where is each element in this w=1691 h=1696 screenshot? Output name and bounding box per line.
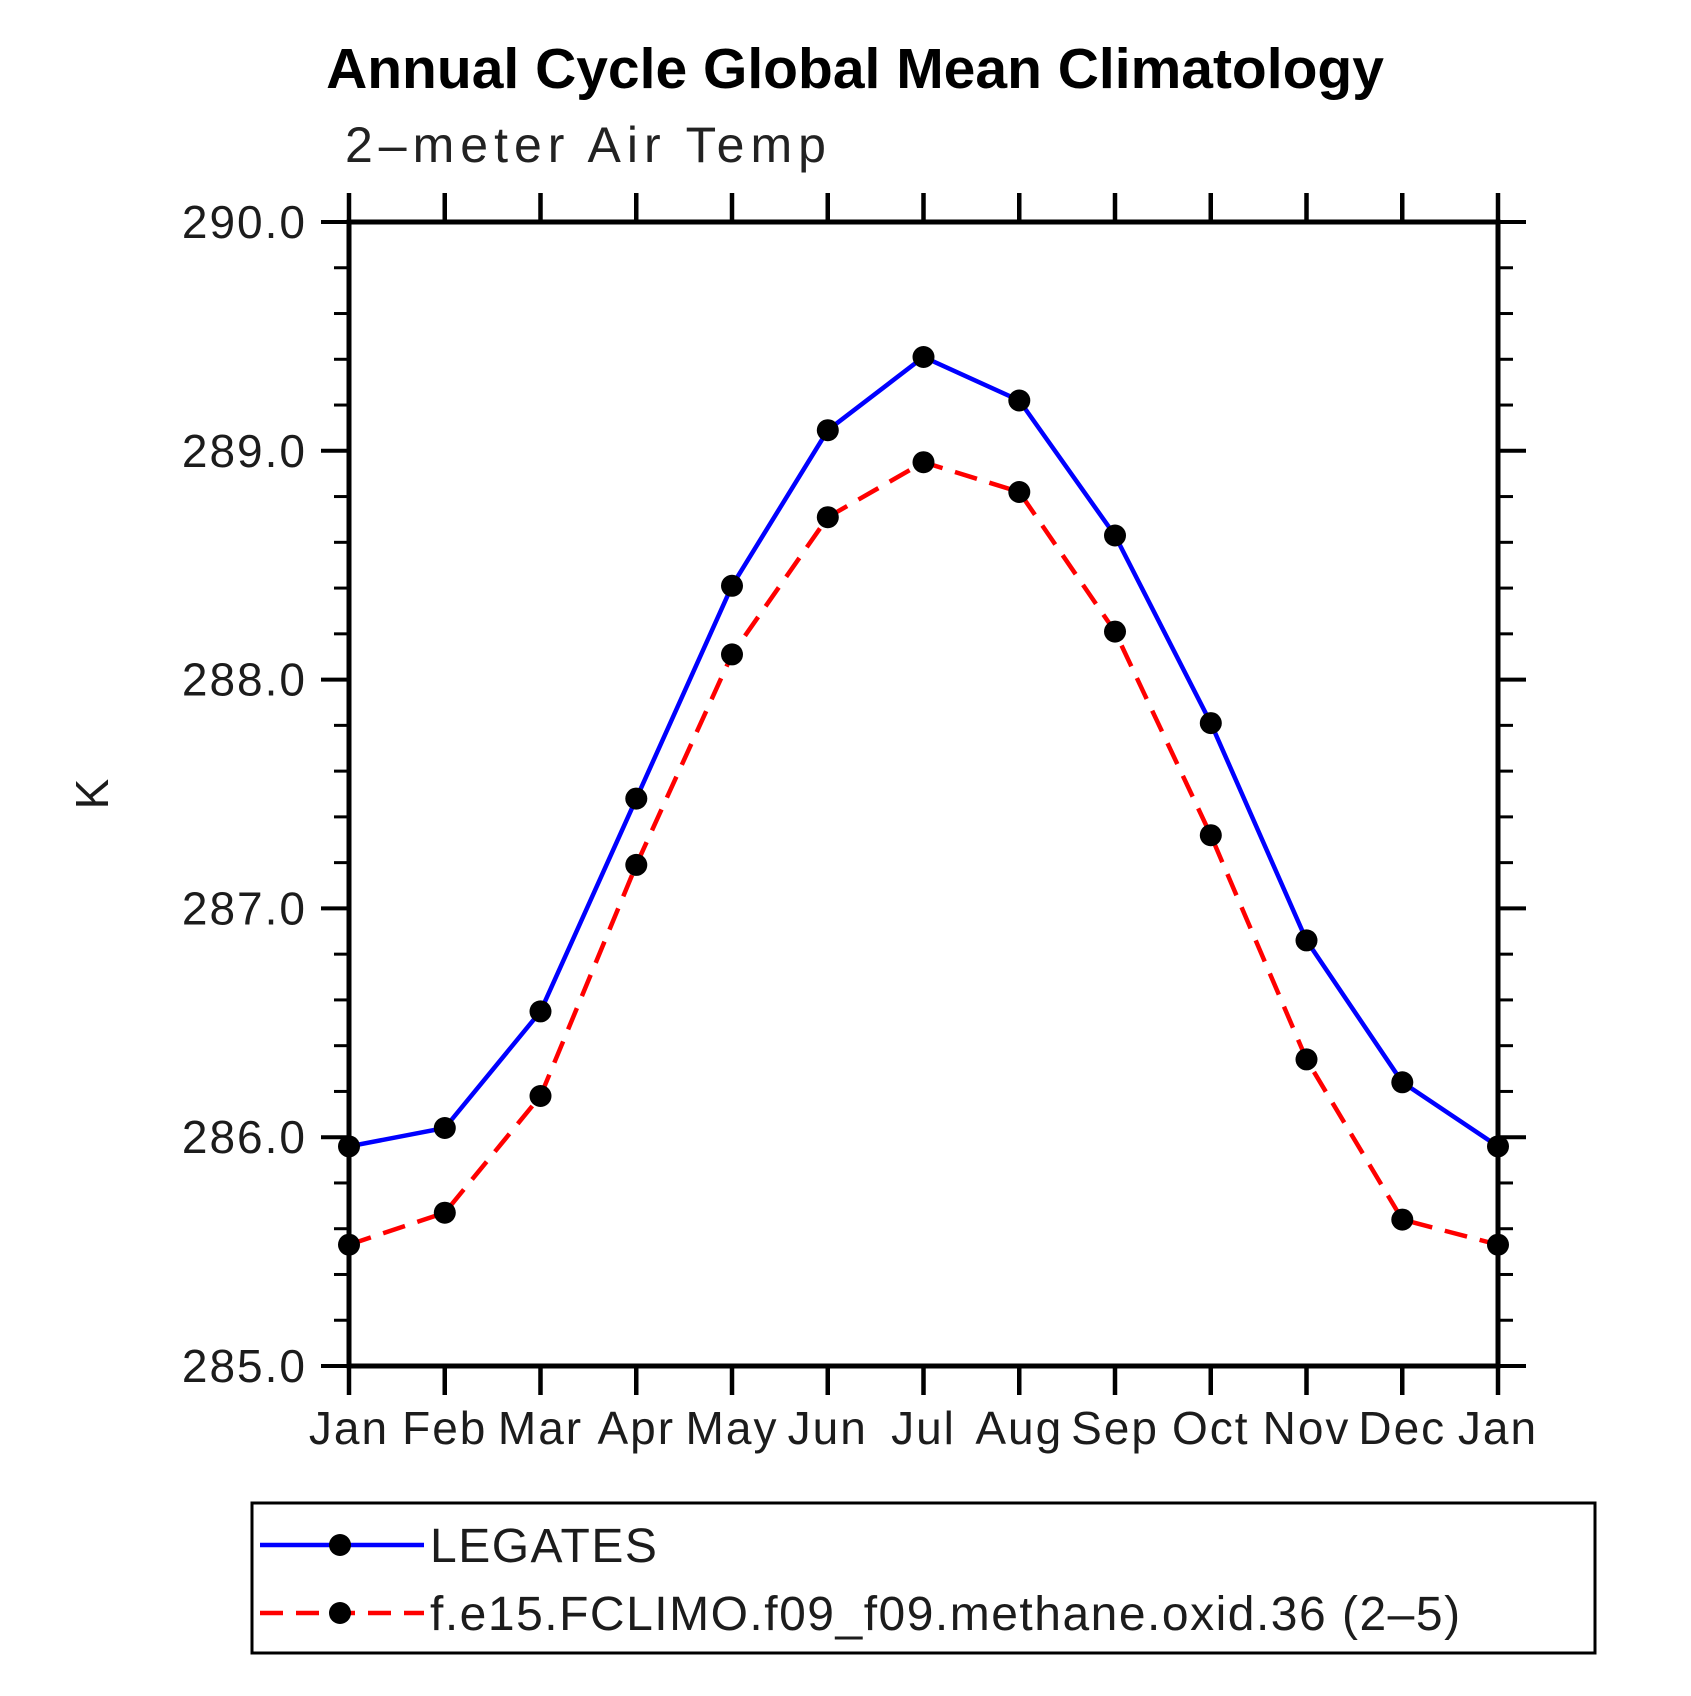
data-point-legates (1104, 524, 1126, 547)
x-tick-label: Mar (498, 1402, 583, 1454)
data-point-f (816, 506, 839, 529)
legend-keys (260, 1534, 424, 1624)
data-point-legates (1487, 1135, 1509, 1158)
legend-box (250, 1501, 1597, 1655)
data-point-f (1391, 1208, 1414, 1231)
data-point-legates (338, 1135, 360, 1158)
x-tick-label: Aug (975, 1402, 1063, 1454)
data-point-legates (1295, 929, 1318, 952)
data-point-f (1295, 1048, 1318, 1071)
data-point-f (433, 1201, 456, 1224)
y-tick-label: 285.0 (182, 1340, 307, 1392)
data-point-legates (529, 1000, 552, 1023)
legend-marker-1 (329, 1534, 351, 1556)
chart-subtitle: 2–meter Air Temp (345, 117, 832, 173)
x-tick-label: Feb (402, 1402, 487, 1454)
x-tick-label: Dec (1358, 1402, 1446, 1454)
x-tick-label: Jul (891, 1402, 956, 1454)
legend-label-series1: LEGATES (430, 1520, 658, 1573)
y-axis-label: K (66, 777, 118, 810)
data-point-legates (721, 574, 743, 597)
series-line-1 (348, 354, 1500, 1149)
data-point-legates (1391, 1071, 1414, 1094)
y-tick-label: 290.0 (182, 196, 307, 248)
x-tick-label: Jan (309, 1402, 389, 1454)
data-point-legates (816, 419, 839, 442)
legend-label-series2: f.e15.FCLIMO.f09_f09.methane.oxid.36 (2–… (430, 1588, 1462, 1641)
data-point-f (1487, 1233, 1509, 1256)
data-point-f (625, 853, 648, 876)
y-tick-label: 288.0 (182, 654, 307, 706)
y-tick-label: 286.0 (182, 1111, 307, 1163)
data-point-legates (912, 346, 935, 368)
data-point-f (529, 1085, 552, 1107)
data-point-f (1008, 481, 1031, 503)
x-tick-label: May (686, 1402, 779, 1454)
legend: LEGATES f.e15.FCLIMO.f09_f09.methane.oxi… (250, 1501, 1597, 1655)
data-point-f (1199, 824, 1222, 847)
y-tick-label: 287.0 (182, 882, 307, 934)
series-lines (338, 346, 1509, 1256)
x-tick-label: Jun (788, 1402, 868, 1454)
plot-frame (346, 219, 1501, 1369)
data-point-f (721, 643, 743, 666)
data-point-legates (433, 1117, 456, 1139)
legend-marker-2 (329, 1602, 351, 1624)
y-tick-label: 289.0 (182, 425, 307, 477)
data-point-f (338, 1233, 360, 1256)
data-point-f (912, 451, 935, 474)
data-point-legates (1008, 389, 1031, 412)
data-point-legates (1199, 712, 1222, 735)
data-point-f (1104, 620, 1126, 643)
x-tick-label: Oct (1172, 1402, 1250, 1454)
series-line-2 (348, 459, 1499, 1247)
x-tick-label: Sep (1071, 1402, 1159, 1454)
x-tick-label: Apr (597, 1402, 675, 1454)
x-tick-label: Jan (1458, 1402, 1538, 1454)
x-tick-label: Nov (1263, 1402, 1351, 1454)
chart-title: Annual Cycle Global Mean Climatology (326, 37, 1384, 101)
data-point-legates (625, 787, 648, 810)
